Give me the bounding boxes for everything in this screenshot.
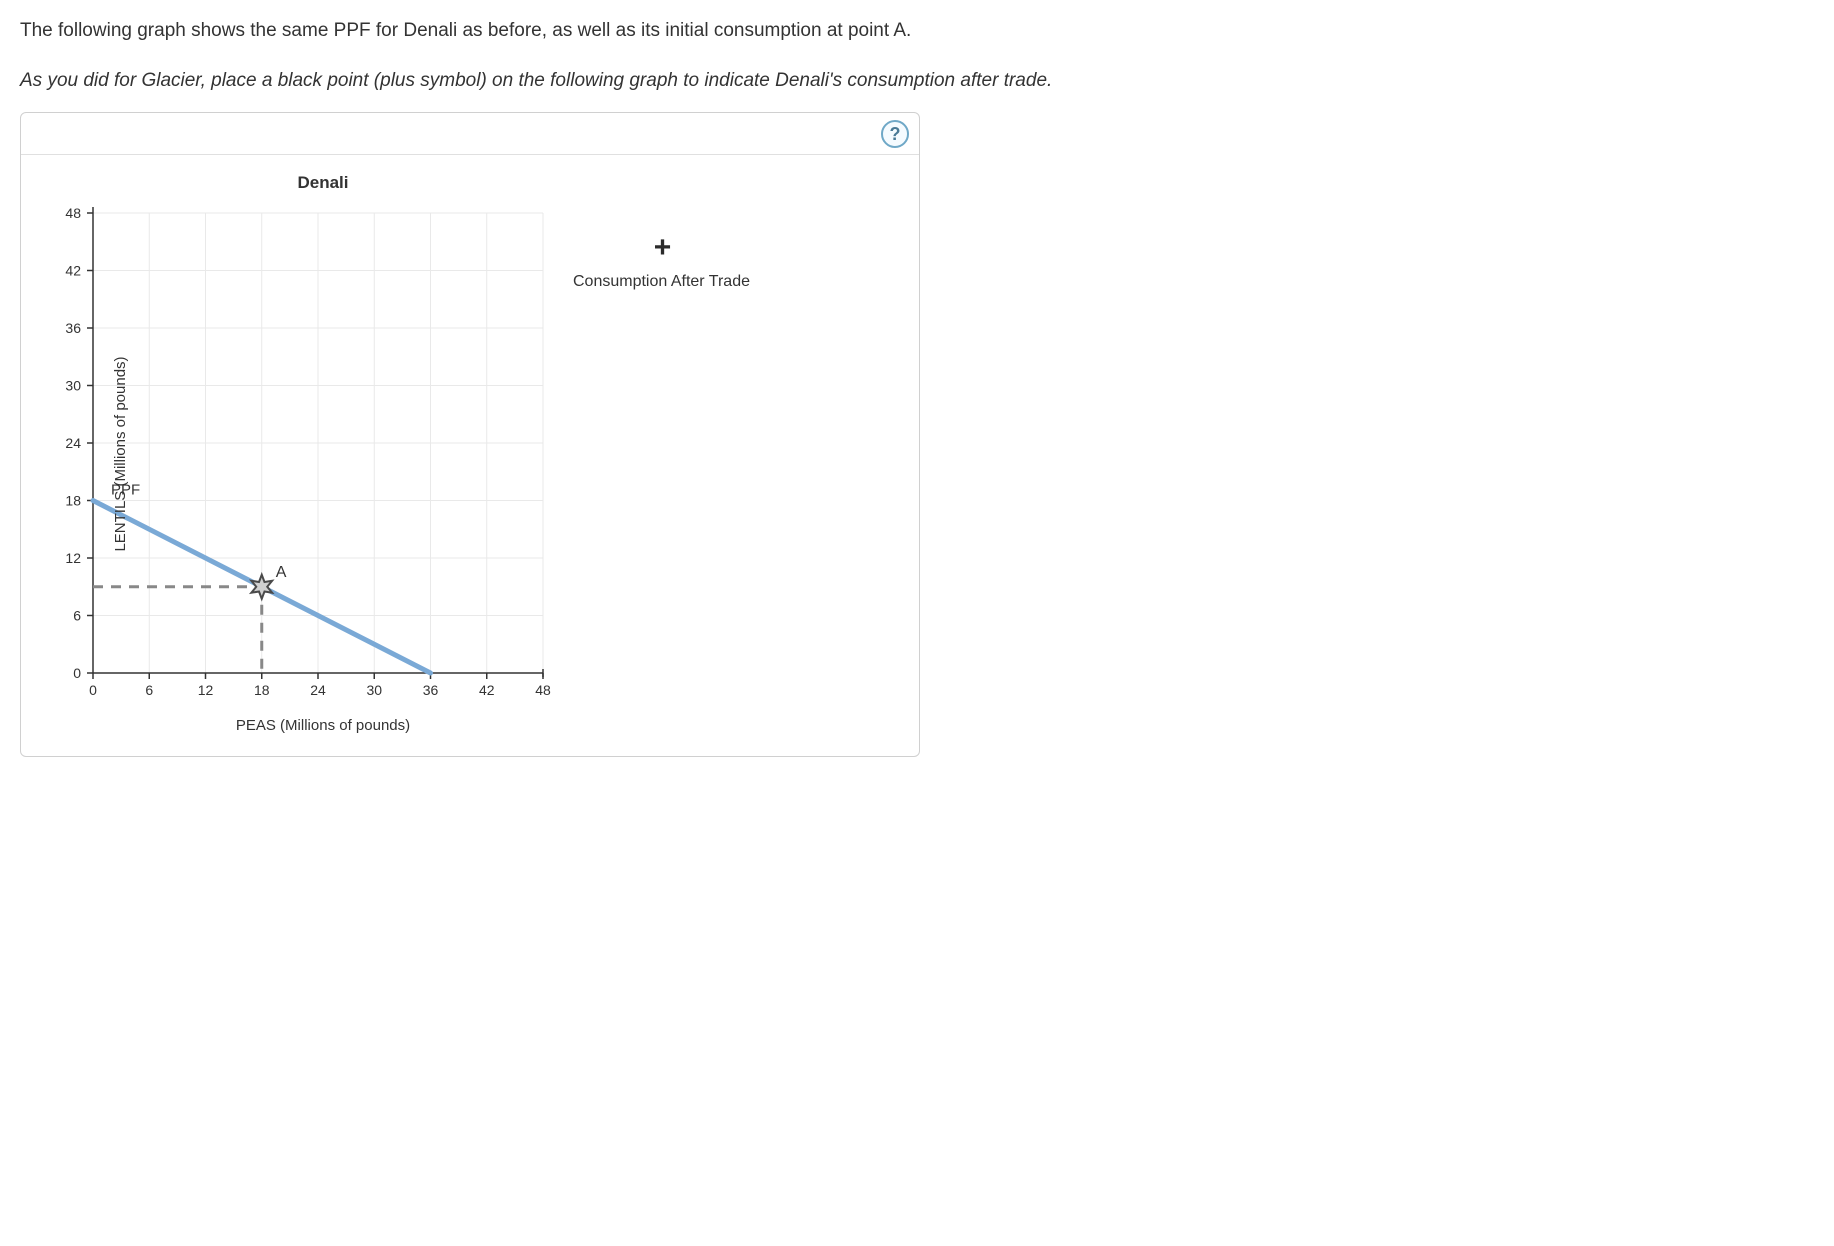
panel-header: ?	[21, 113, 919, 155]
panel-body: Denali LENTILS (Millions of pounds) 0 6 12…	[21, 155, 919, 756]
svg-text:36: 36	[423, 682, 439, 698]
chart-panel: ? Denali LENTILS (Millions of pounds) 0 6…	[20, 112, 920, 757]
svg-text:0: 0	[89, 682, 97, 698]
svg-text:18: 18	[65, 493, 81, 509]
svg-text:30: 30	[366, 682, 382, 698]
chart-wrapper: Denali LENTILS (Millions of pounds) 0 6 12…	[33, 173, 553, 734]
svg-text:12: 12	[198, 682, 214, 698]
x-axis-label: PEAS (Millions of pounds)	[33, 717, 553, 734]
y-axis-label: LENTILS (Millions of pounds)	[112, 356, 129, 551]
ppf-chart[interactable]: 06121824303642480612182430364248PPFA	[33, 203, 553, 713]
svg-text:24: 24	[310, 682, 326, 698]
svg-text:6: 6	[73, 608, 81, 624]
svg-text:6: 6	[145, 682, 153, 698]
help-button[interactable]: ?	[881, 120, 909, 148]
legend-label: Consumption After Trade	[573, 273, 750, 291]
svg-text:12: 12	[65, 550, 81, 566]
svg-text:30: 30	[65, 378, 81, 394]
plus-marker-icon[interactable]: +	[654, 233, 670, 263]
svg-text:36: 36	[65, 320, 81, 336]
svg-text:42: 42	[65, 263, 81, 279]
svg-text:24: 24	[65, 435, 81, 451]
chart-title: Denali	[33, 173, 553, 193]
svg-text:48: 48	[65, 205, 81, 221]
svg-text:18: 18	[254, 682, 270, 698]
svg-text:0: 0	[73, 665, 81, 681]
instruction-text: As you did for Glacier, place a black po…	[20, 70, 1814, 92]
legend: + Consumption After Trade	[573, 233, 750, 734]
svg-text:A: A	[276, 564, 287, 581]
svg-text:42: 42	[479, 682, 495, 698]
intro-text: The following graph shows the same PPF f…	[20, 20, 1814, 42]
svg-text:48: 48	[535, 682, 551, 698]
